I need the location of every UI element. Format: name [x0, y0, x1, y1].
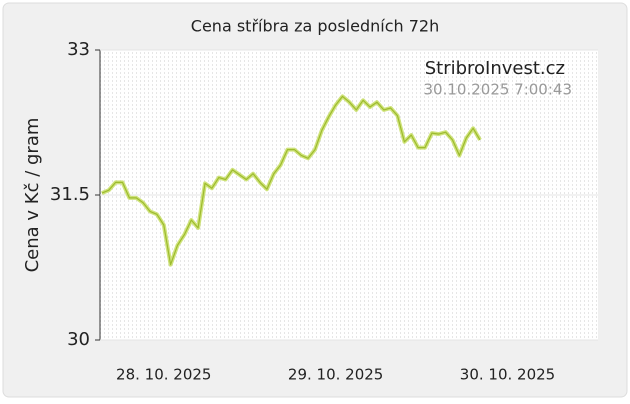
- x-tick-label: 28. 10. 2025: [116, 366, 211, 384]
- x-tick-label: 30. 10. 2025: [460, 366, 555, 384]
- line: [101, 95, 481, 266]
- y-tick-label: 31.5: [50, 184, 90, 205]
- chart-title: Cena stříbra za posledních 72h: [191, 17, 439, 36]
- x-tick-label: 29. 10. 2025: [288, 366, 383, 384]
- timestamp: 30.10.2025 7:00:43: [424, 81, 572, 99]
- y-tick-label: 33: [67, 39, 90, 60]
- y-tick-label: 30: [67, 329, 90, 350]
- y-axis-label: Cena v Kč / gram: [22, 118, 43, 273]
- watermark: StribroInvest.cz: [425, 58, 565, 79]
